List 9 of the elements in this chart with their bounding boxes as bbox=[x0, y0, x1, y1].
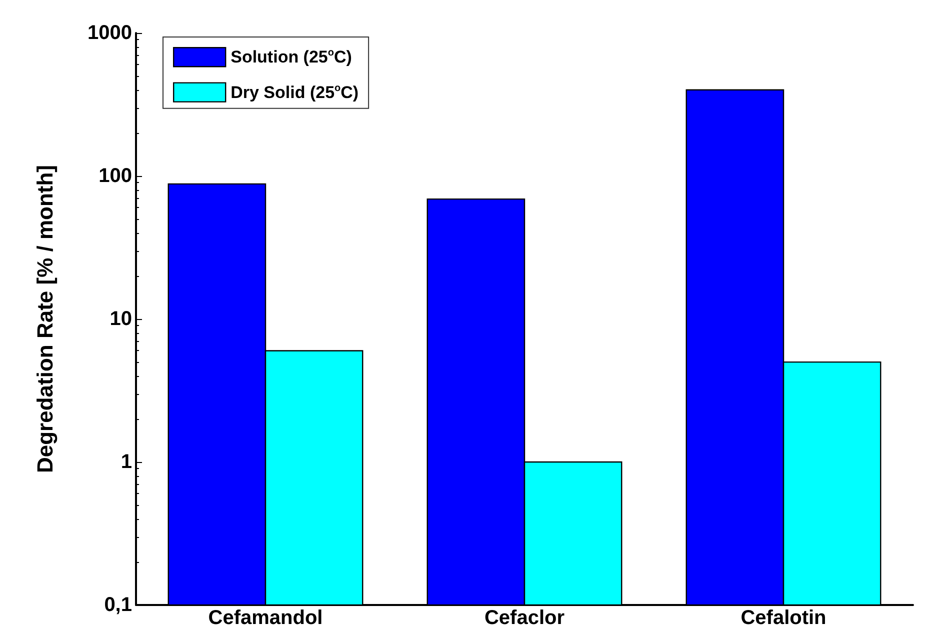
y-tick-label: 100 bbox=[98, 165, 132, 187]
y-tick-label: 0,1 bbox=[104, 594, 132, 616]
y-axis-title: Degredation Rate [% / month] bbox=[32, 164, 58, 474]
x-tick-label: Cefamandol bbox=[208, 607, 323, 629]
y-tick-label: 10 bbox=[110, 308, 132, 330]
y-tick-label: 1000 bbox=[88, 22, 132, 44]
x-tick-label: Cefalotin bbox=[740, 607, 826, 629]
x-tick-label: Cefaclor bbox=[484, 607, 565, 629]
y-tick-label: 1 bbox=[120, 451, 132, 473]
